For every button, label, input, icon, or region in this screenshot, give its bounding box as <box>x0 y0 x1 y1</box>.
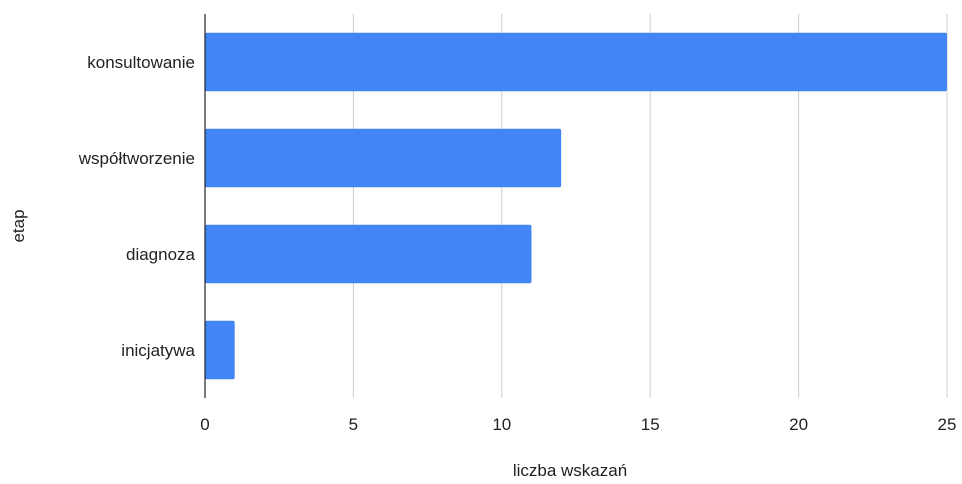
x-tick-label: 25 <box>938 415 957 434</box>
bar-1 <box>205 128 562 188</box>
category-label: diagnoza <box>126 245 196 264</box>
category-label: konsultowanie <box>87 53 195 72</box>
category-label: inicjatywa <box>121 341 195 360</box>
x-tick-label: 15 <box>641 415 660 434</box>
category-label: współtworzenie <box>78 149 195 168</box>
x-tick-label: 20 <box>789 415 808 434</box>
x-tick-label: 10 <box>492 415 511 434</box>
x-axis-title: liczba wskazań <box>513 461 627 480</box>
bar-2 <box>205 224 532 284</box>
y-axis-title: etap <box>9 209 28 242</box>
x-tick-labels: 0 5 10 15 20 25 <box>200 415 956 434</box>
category-labels: konsultowanie współtworzenie diagnoza inicj… <box>78 53 196 360</box>
x-tick-label: 0 <box>200 415 209 434</box>
bars <box>205 32 947 380</box>
bar-3 <box>205 320 235 380</box>
bar-0 <box>205 32 947 92</box>
x-tick-label: 5 <box>349 415 358 434</box>
